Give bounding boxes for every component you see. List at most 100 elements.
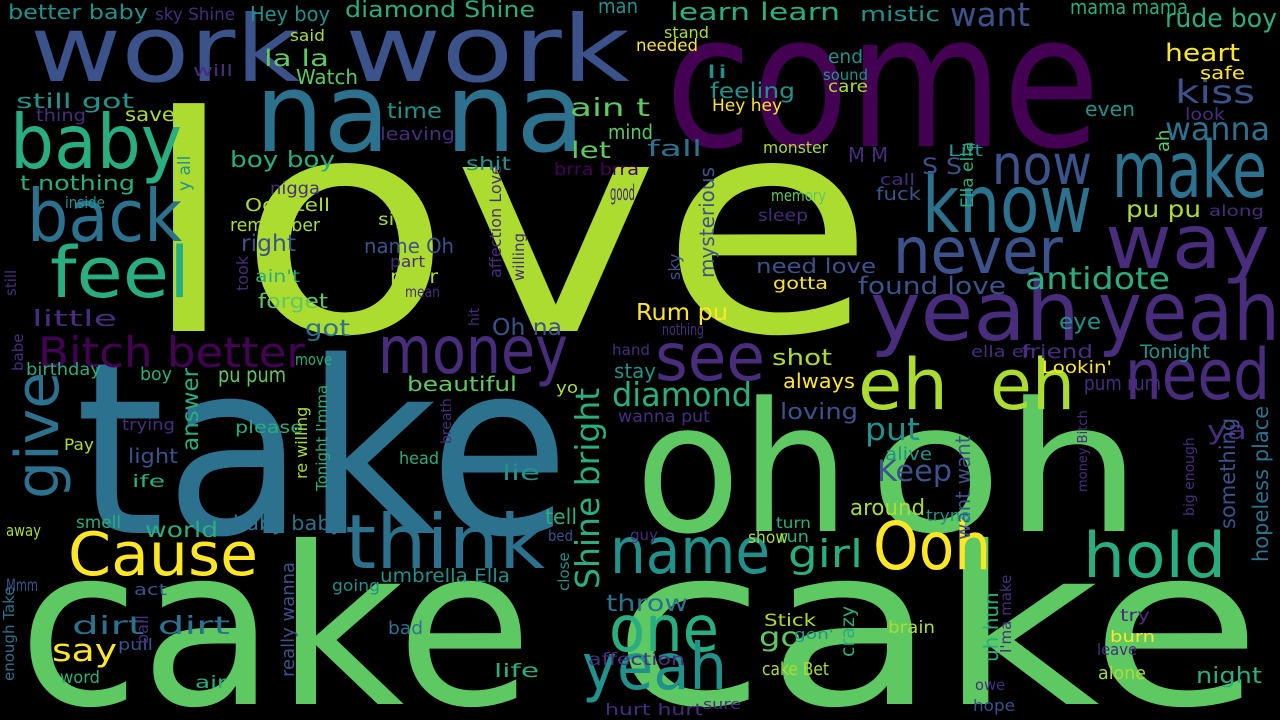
cloud-word: money (378, 312, 568, 389)
cloud-word: feeling (710, 79, 795, 103)
cloud-word: wanna put (618, 407, 711, 427)
cloud-word: ain t (570, 93, 650, 122)
cloud-word: always (783, 369, 855, 393)
cloud-word: Mmm (6, 576, 39, 596)
cloud-word: let (571, 138, 611, 164)
cloud-word: fuck (876, 184, 922, 205)
cloud-word: Shine bright (568, 387, 607, 590)
cloud-word: diamond Shine (345, 0, 536, 23)
cloud-word: now (992, 133, 1092, 197)
cloud-word: baby baby (233, 511, 343, 535)
cloud-word: memory (771, 186, 827, 205)
cloud-word: boy boy (230, 148, 336, 173)
cloud-word: ella eh (971, 342, 1036, 361)
cloud-word: Ooh tell (245, 195, 331, 216)
cloud-word: got (305, 316, 351, 342)
cloud-word: time (387, 99, 442, 123)
cloud-word: Ella ella (958, 141, 978, 209)
cloud-word: hold (1083, 519, 1227, 592)
cloud-word: Tonight I'mma (313, 384, 331, 492)
cloud-word: Cause (68, 520, 259, 590)
cloud-word: Bitch better (38, 328, 305, 377)
cloud-word: learn learn (670, 0, 841, 26)
cloud-word: M M (848, 143, 889, 167)
cloud-word: word (60, 668, 100, 688)
cloud-word: little (32, 307, 117, 332)
cloud-word: cake (612, 500, 1263, 720)
cloud-word: Lift (948, 141, 984, 160)
cloud-word: part (390, 252, 426, 271)
cloud-word: affection (588, 650, 685, 670)
cloud-word: eye (1059, 310, 1102, 335)
cloud-word: heart (1165, 39, 1241, 67)
cloud-word: rude boy (1165, 4, 1278, 34)
cloud-word: head (399, 449, 439, 469)
cloud-word: burn (1110, 627, 1155, 646)
cloud-word: eh (990, 344, 1075, 426)
cloud-word: hurt hurt (605, 700, 703, 719)
cloud-word: world (145, 518, 219, 542)
cloud-word: alone (1098, 663, 1146, 684)
cloud-word: affection Love (486, 165, 505, 278)
cloud-word: nigga (270, 179, 321, 199)
cloud-word: Hey boy (250, 2, 331, 26)
cloud-word: na (445, 49, 586, 177)
cloud-word: move (295, 350, 333, 369)
cloud-word: tryna (926, 506, 972, 525)
cloud-word: oh (868, 365, 1144, 574)
cloud-word: save (125, 104, 176, 126)
cloud-word: hopeless place (1249, 405, 1273, 563)
cloud-word: shot (772, 346, 832, 371)
cloud-word: sound (823, 66, 868, 84)
cloud-word: mind (608, 120, 654, 144)
cloud-word: inside (65, 193, 105, 212)
cloud-word: y all (175, 156, 195, 192)
cloud-word: name (610, 515, 771, 589)
cloud-word: think (345, 498, 546, 586)
cloud-word: friend (1021, 341, 1094, 363)
cloud-word: took (233, 255, 252, 292)
cloud-word: girl (788, 532, 863, 576)
cloud-word: still (2, 269, 20, 297)
cloud-word: still got (16, 89, 134, 113)
cloud-word: boy (140, 364, 173, 385)
cloud-word: cake Bet (762, 659, 830, 680)
cloud-word: birthday (26, 360, 101, 380)
cloud-word: wanna (1165, 110, 1270, 148)
cloud-word: mistic (860, 2, 941, 26)
cloud-word: Watch (296, 65, 359, 89)
cloud-word: crazy (837, 605, 859, 658)
cloud-word: forget (258, 289, 329, 313)
cloud-word: man (598, 0, 639, 18)
cloud-word: hope (973, 696, 1016, 715)
cloud-word: bed (548, 527, 574, 545)
cloud-word: put (865, 412, 920, 448)
cloud-word: end (828, 46, 864, 68)
cloud-word: na (255, 49, 391, 177)
cloud-word: hit (467, 307, 483, 327)
cloud-word: leaving (380, 124, 455, 145)
cloud-word: run (779, 527, 810, 546)
cloud-word: sight (378, 210, 429, 230)
cloud-word: diamond (612, 375, 753, 414)
cloud-word: Tonight (1140, 341, 1210, 363)
cloud-word: turn (776, 514, 812, 532)
cloud-word: see (655, 319, 766, 396)
cloud-word: enough Take (0, 586, 18, 682)
cloud-word: yeah (870, 265, 1081, 360)
cloud-word: night (1196, 664, 1262, 689)
cloud-word: money Bitch (1076, 409, 1091, 492)
cloud-word: way (1105, 198, 1271, 286)
cloud-word: kiss (1175, 73, 1256, 111)
cloud-word: eh (858, 344, 948, 426)
cloud-word: really wanna (278, 561, 299, 678)
cloud-word: pum rum (1084, 371, 1162, 395)
cloud-word: sleep (758, 206, 809, 226)
cloud-word: work (30, 0, 301, 103)
cloud-word: one (609, 593, 720, 667)
cloud-word: shit (466, 153, 512, 175)
cloud-word: light (128, 444, 179, 468)
cloud-word: pu pum (218, 363, 287, 387)
cloud-word: t nothing (20, 171, 136, 195)
